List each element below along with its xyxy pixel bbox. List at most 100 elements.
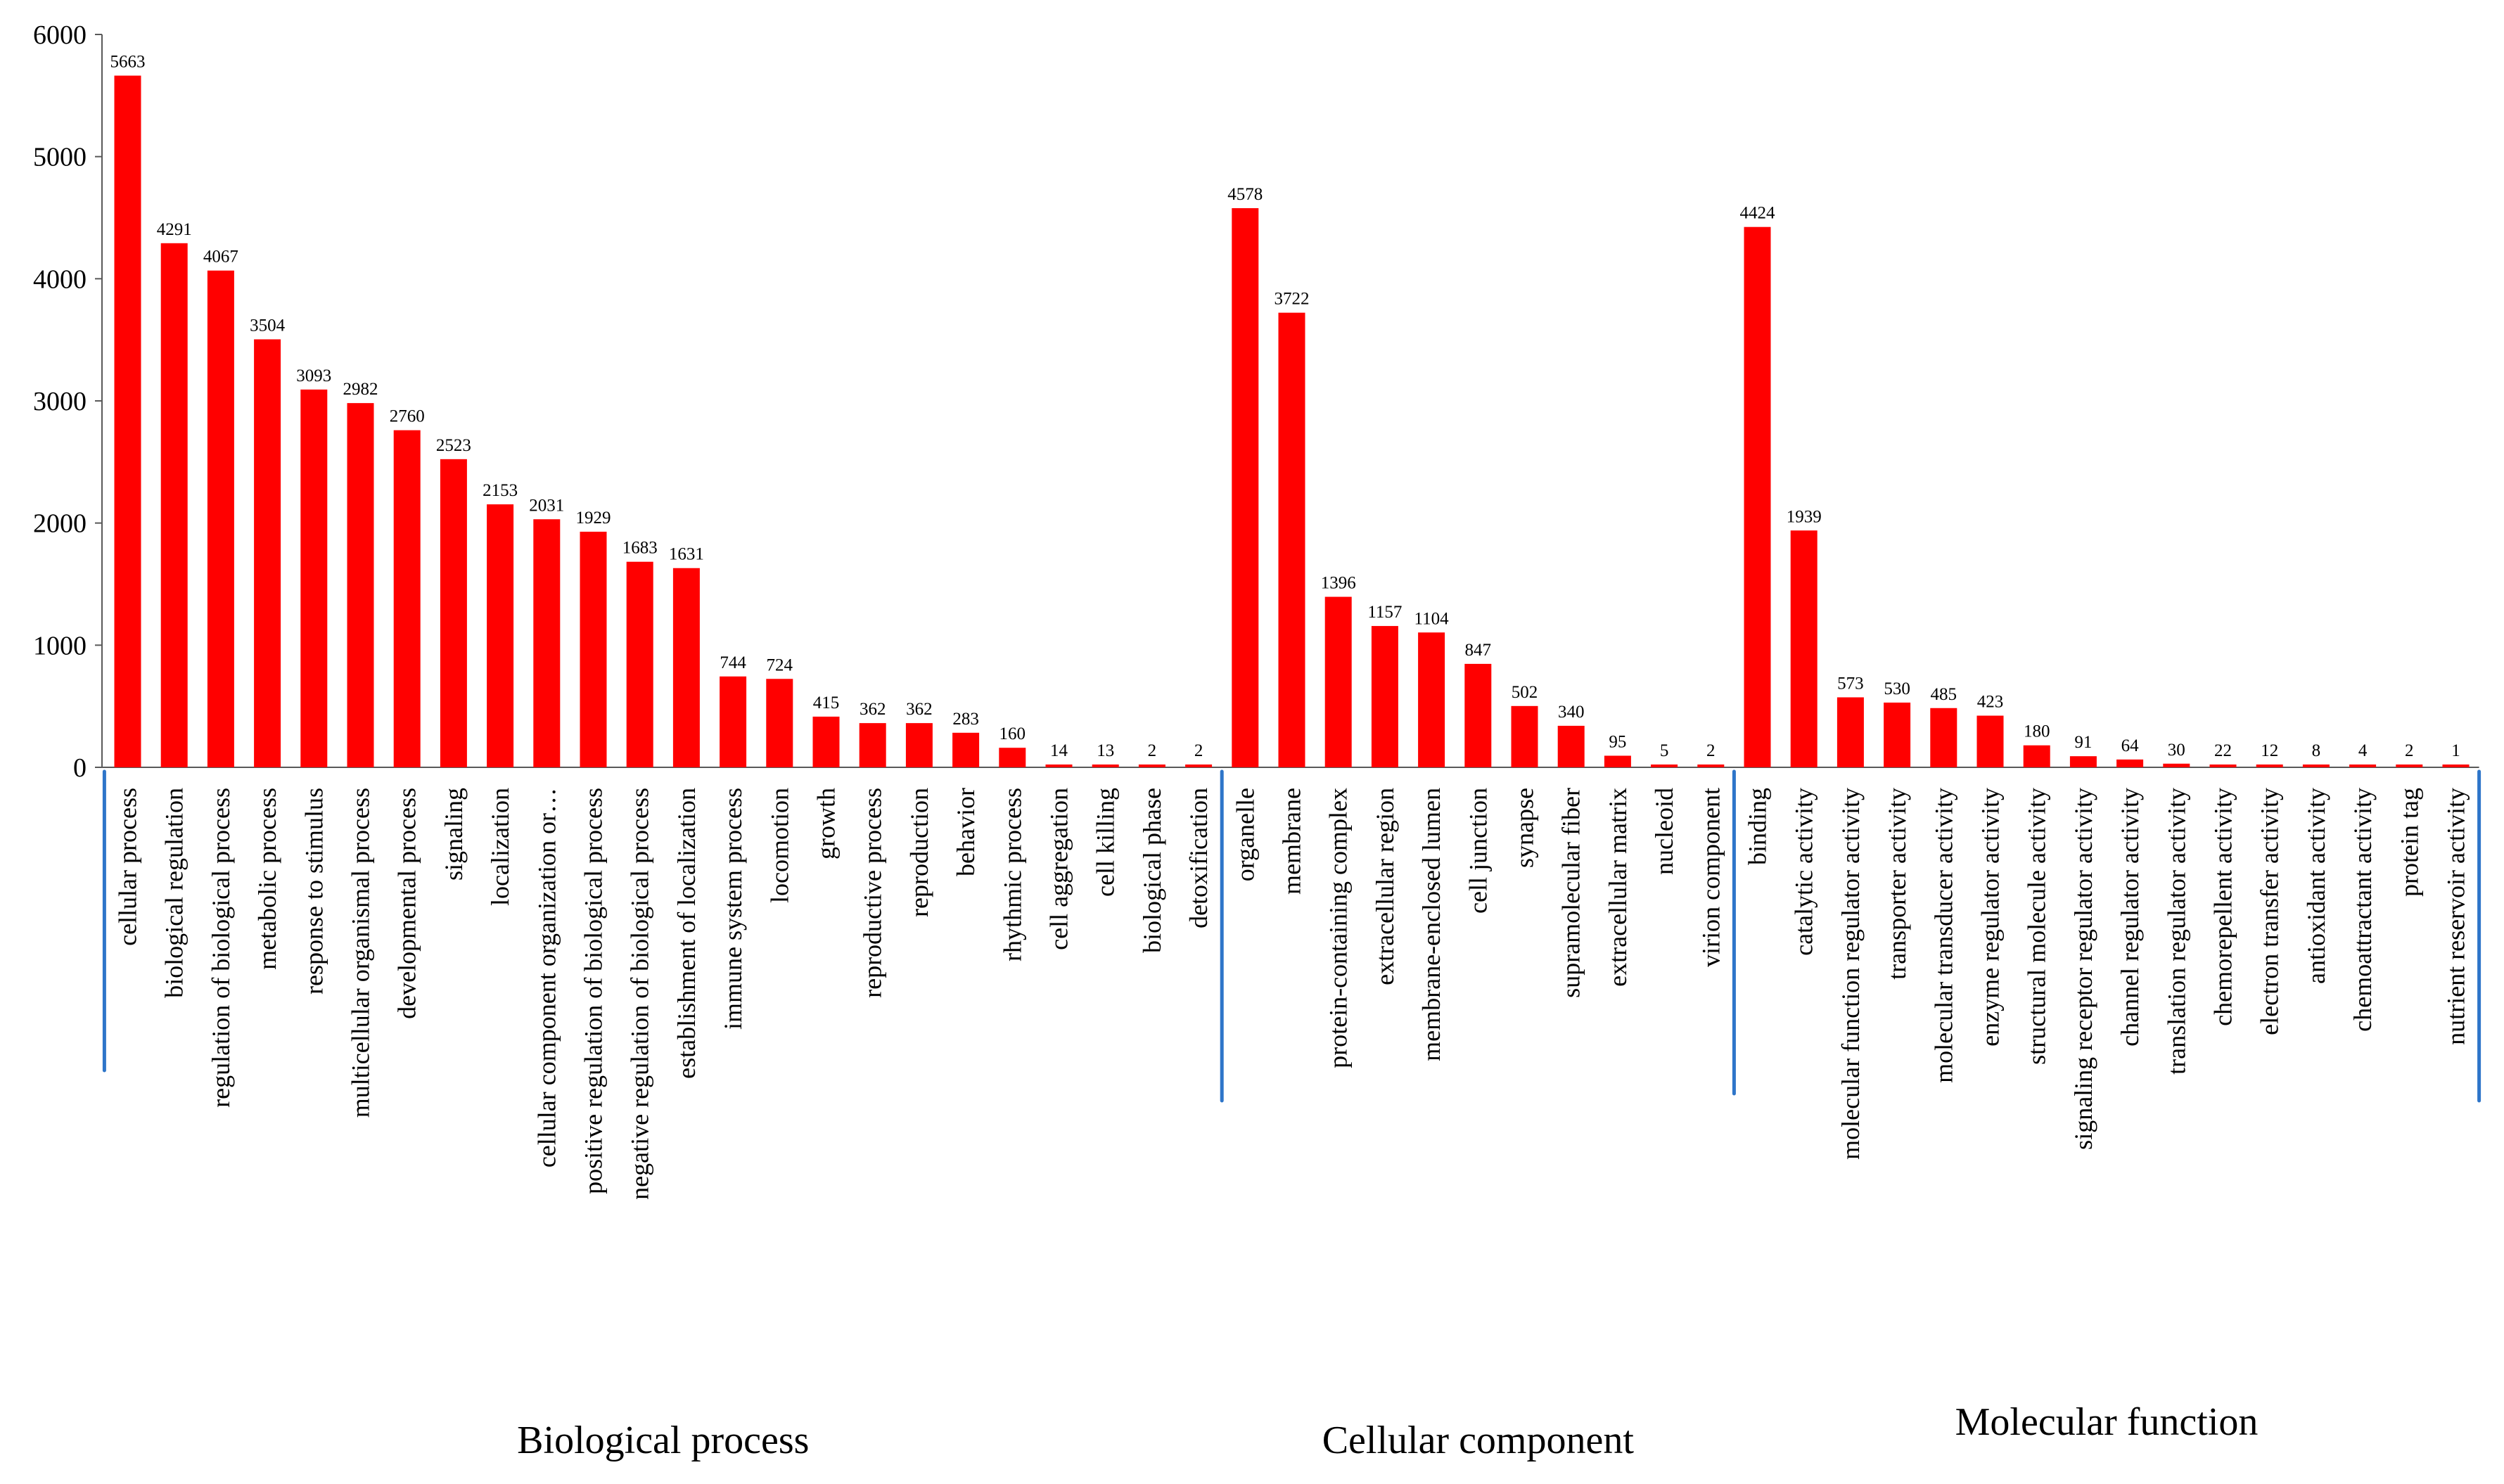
bar [1464,663,1492,767]
category-label: protein-containing complex [1324,788,1353,1068]
bar [1511,705,1538,767]
bar [1324,596,1352,767]
data-label: 744 [720,653,746,672]
category-label: biological phase [1138,788,1166,953]
category-label: cell junction [1464,788,1492,914]
category-label: cellular component organization or… [532,788,561,1168]
data-label: 91 [2074,733,2092,752]
bar [2069,756,2097,767]
data-label: 12 [2261,741,2278,760]
category-label: cell aggregation [1045,788,1073,950]
bar [160,243,188,767]
data-label: 4424 [1740,204,1776,223]
data-label: 30 [2168,741,2185,760]
data-label: 5 [1660,741,1669,760]
bar [580,531,607,767]
category-labels: cellular process biological regulation reg… [114,788,2470,1200]
data-label: 64 [2121,736,2140,755]
category-label: reproduction [905,788,933,917]
category-label: enzyme regulator activity [1976,788,2005,1047]
bar [766,679,793,767]
category-label: signaling [440,788,468,881]
data-label: 2 [1194,741,1203,760]
category-label: positive regulation of biological proces… [580,788,608,1194]
group-label: Cellular component [1322,1419,1635,1462]
category-label: behavior [952,788,980,876]
data-label: 423 [1977,693,2004,712]
bar [533,519,561,767]
bar [1185,765,1213,767]
bar [1697,765,1725,767]
bar [1884,702,1911,767]
group-labels: Biological process Cellular component Mole… [517,1400,2258,1462]
bar [114,75,141,768]
category-label: catalytic activity [1790,788,1818,956]
bar [859,723,886,767]
data-label: 3093 [296,366,331,385]
bar [254,339,281,767]
category-label: membrane [1278,788,1306,895]
bar [2302,765,2330,767]
bar [440,459,467,767]
category-label: rhythmic process [998,788,1026,961]
bar [672,568,700,767]
data-label: 502 [1512,683,1538,702]
y-tick-label: 4000 [33,264,87,294]
category-label: antioxidant activity [2302,788,2330,984]
category-label: organelle [1231,788,1259,881]
data-label: 415 [813,693,840,712]
bar [2023,745,2050,767]
data-label: 95 [1609,733,1626,752]
bar [2116,759,2144,767]
data-label: 2760 [390,407,425,426]
data-label: 530 [1884,679,1910,698]
category-label: extracellular region [1371,788,1399,985]
data-label: 160 [999,724,1026,743]
category-label: localization [486,788,514,906]
data-label: 1396 [1321,574,1356,593]
data-label: 3722 [1275,290,1310,309]
bar [300,389,328,767]
bar [1557,725,1585,767]
data-label: 4578 [1227,185,1263,204]
y-tick-label: 6000 [33,20,87,50]
data-label: 283 [952,710,979,729]
data-label: 340 [1558,703,1585,722]
data-label: 1683 [622,539,658,558]
y-tick-label: 5000 [33,143,87,172]
category-label: molecular transducer activity [1929,788,1957,1083]
bar [487,504,514,767]
category-label: signaling receptor regulator activity [2069,788,2097,1150]
bar [2209,765,2237,767]
data-label: 847 [1465,641,1492,660]
data-label: 2982 [343,380,378,399]
category-label: translation regulator activity [2162,788,2190,1075]
group-dividers [102,769,2481,1103]
data-label: 13 [1097,741,1114,760]
data-label: 1631 [669,545,704,564]
data-label: 362 [860,700,886,719]
category-label: channel regulator activity [2116,788,2144,1047]
category-label: supramolecular fiber [1557,788,1585,998]
category-label: binding [1744,788,1772,865]
bar [347,403,374,767]
y-tick-label: 1000 [33,631,87,660]
category-label: immune system process [719,788,747,1030]
data-label: 362 [906,700,933,719]
bars [114,75,2470,768]
bar [999,748,1026,767]
category-label: negative regulation of biological proces… [626,788,654,1200]
category-label: chemorepellent activity [2209,788,2237,1026]
data-label: 2 [1148,741,1157,760]
y-tick-label: 3000 [33,387,87,416]
category-label: extracellular matrix [1604,788,1632,987]
data-label: 2 [1706,741,1716,760]
data-label: 1929 [576,508,611,527]
data-label: 1104 [1414,609,1450,628]
bar [1278,312,1305,767]
data-label: 1 [2451,741,2460,760]
data-label: 14 [1050,741,1068,760]
category-label: developmental process [393,788,421,1019]
data-label: 3504 [250,316,286,335]
